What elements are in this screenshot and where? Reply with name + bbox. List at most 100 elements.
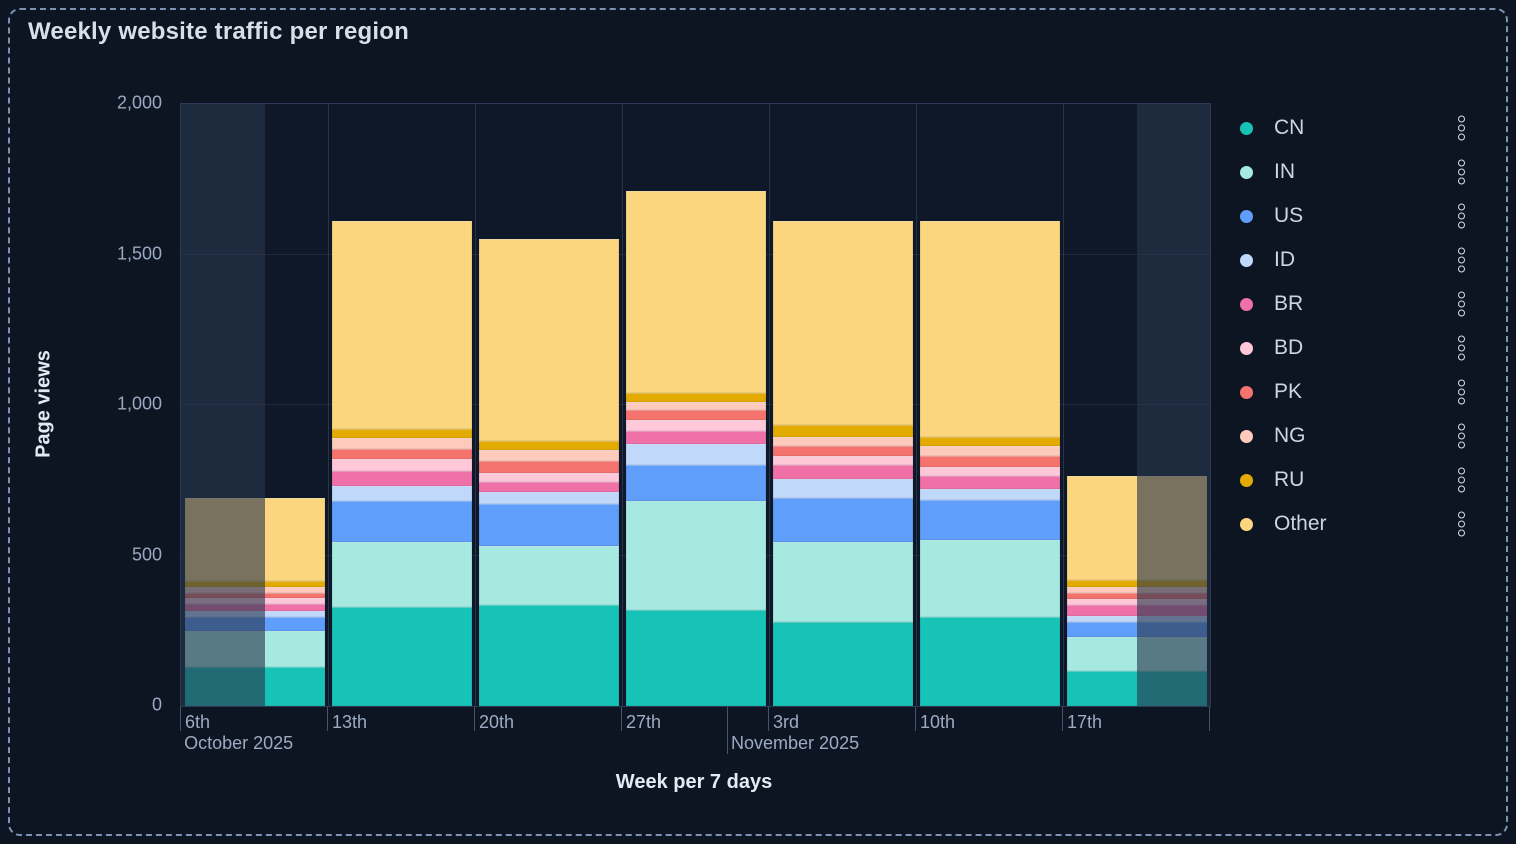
bar-segment-ru[interactable] (478, 441, 619, 451)
bar-segment-ru[interactable] (772, 424, 913, 437)
bar-segment-bd[interactable] (478, 472, 619, 482)
bar-segment-in[interactable] (919, 540, 1060, 618)
legend-item-ng[interactable]: NG (1240, 414, 1488, 458)
x-tick-label: 10th (920, 712, 956, 732)
legend-item-cn[interactable]: CN (1240, 106, 1488, 150)
kebab-vertical-icon[interactable] (1456, 510, 1467, 539)
legend-label: ID (1274, 248, 1295, 271)
kebab-vertical-icon[interactable] (1456, 378, 1467, 407)
bar-segment-ng[interactable] (478, 450, 619, 461)
bar-segment-br[interactable] (919, 475, 1060, 490)
legend-label: Other (1274, 512, 1327, 535)
bar-segment-ru[interactable] (625, 392, 766, 402)
bar-segment-pk[interactable] (478, 460, 619, 473)
bar-segment-ng[interactable] (772, 436, 913, 446)
bar-segment-pk[interactable] (772, 445, 913, 457)
legend-item-other[interactable]: Other (1240, 502, 1488, 546)
bar-segment-us[interactable] (625, 465, 766, 502)
bar-segment-br[interactable] (625, 430, 766, 445)
legend-item-br[interactable]: BR (1240, 282, 1488, 326)
bar-segment-cn[interactable] (625, 609, 766, 706)
bar-segment-cn[interactable] (331, 606, 472, 706)
bar-segment-ng[interactable] (1066, 587, 1207, 594)
bar-segment-br[interactable] (331, 471, 472, 487)
x-axis: 6th 13th 20th 27th 3rd 10th 17th October 2025 No… (180, 705, 1210, 765)
bar-segment-cn[interactable] (919, 617, 1060, 706)
legend-item-bd[interactable]: BD (1240, 326, 1488, 370)
bar-segment-pk[interactable] (1066, 593, 1207, 600)
bar-segment-pk[interactable] (919, 456, 1060, 467)
kebab-vertical-icon[interactable] (1456, 334, 1467, 363)
bar-segment-ru[interactable] (1066, 579, 1207, 588)
y-axis: 0 500 1,000 1,500 2,000 (0, 93, 162, 715)
bar-segment-bd[interactable] (1066, 599, 1207, 606)
bar-segment-br[interactable] (478, 481, 619, 493)
bar-segment-ru[interactable] (919, 436, 1060, 446)
kebab-vertical-icon[interactable] (1456, 422, 1467, 451)
x-tick-label: 6th (185, 712, 211, 732)
bar-segment-pk[interactable] (331, 448, 472, 460)
legend-item-pk[interactable]: PK (1240, 370, 1488, 414)
month-boundary-tick (727, 707, 729, 754)
legend-label: BR (1274, 292, 1304, 315)
kebab-vertical-icon[interactable] (1456, 466, 1467, 495)
bar-segment-us[interactable] (772, 498, 913, 542)
bar-segment-pk[interactable] (625, 409, 766, 421)
legend-item-us[interactable]: US (1240, 194, 1488, 238)
y-tick-label: 500 (131, 544, 162, 564)
legend-item-in[interactable]: IN (1240, 150, 1488, 194)
bar-segment-us[interactable] (919, 499, 1060, 541)
bar-segment-in[interactable] (625, 501, 766, 610)
bar-segment-id[interactable] (331, 486, 472, 502)
bar-segment-id[interactable] (625, 444, 766, 466)
bar-segment-ng[interactable] (625, 402, 766, 410)
week-separator-line (328, 104, 329, 706)
bar-segment-in[interactable] (478, 546, 619, 606)
legend-item-ru[interactable]: RU (1240, 458, 1488, 502)
bar-segment-cn[interactable] (772, 621, 913, 706)
y-tick-label: 1,000 (116, 393, 162, 414)
bar-segment-id[interactable] (772, 478, 913, 499)
month-label: October 2025 (184, 733, 294, 753)
bar-segment-br[interactable] (772, 465, 913, 479)
kebab-vertical-icon[interactable] (1456, 246, 1467, 275)
kebab-vertical-icon[interactable] (1456, 114, 1467, 143)
bar-segment-in[interactable] (772, 541, 913, 622)
bar-segment-id[interactable] (478, 492, 619, 505)
kebab-vertical-icon[interactable] (1456, 158, 1467, 187)
bar-segment-us[interactable] (478, 504, 619, 547)
legend-color-dot (1240, 385, 1253, 399)
bar-segment-other[interactable] (625, 191, 766, 393)
legend-label: US (1274, 204, 1304, 227)
bar-segment-bd[interactable] (331, 459, 472, 472)
bar-segment-ng[interactable] (331, 438, 472, 449)
week-separator-line (769, 104, 770, 706)
kebab-vertical-icon[interactable] (1456, 202, 1467, 231)
legend-label: NG (1274, 424, 1306, 447)
bar-segment-id[interactable] (919, 489, 1060, 500)
legend-color-dot (1240, 165, 1253, 179)
bar-segment-ru[interactable] (331, 429, 472, 439)
bar-segment-other[interactable] (478, 239, 619, 442)
bar-segment-other[interactable] (772, 221, 913, 425)
week-separator-line (1063, 104, 1064, 706)
x-tick-label: 27th (626, 712, 662, 732)
bar-segment-us[interactable] (331, 501, 472, 542)
out-of-range-shading (1136, 104, 1210, 706)
x-tick-label: 20th (479, 712, 515, 732)
x-tick-mark (768, 707, 769, 731)
bar-segment-br[interactable] (1066, 605, 1207, 616)
bar-segment-other[interactable] (331, 221, 472, 430)
y-tick-label: 2,000 (116, 92, 162, 113)
bar-segment-id[interactable] (1066, 615, 1207, 622)
bar-segment-ng[interactable] (919, 445, 1060, 457)
bar-segment-bd[interactable] (772, 456, 913, 466)
legend-item-id[interactable]: ID (1240, 238, 1488, 282)
bar-segment-in[interactable] (331, 541, 472, 607)
bar-segment-other[interactable] (919, 221, 1060, 437)
bar-segment-bd[interactable] (919, 466, 1060, 476)
bar-segment-bd[interactable] (625, 420, 766, 431)
legend-color-dot (1240, 429, 1253, 443)
bar-segment-cn[interactable] (478, 605, 619, 706)
kebab-vertical-icon[interactable] (1456, 290, 1467, 319)
